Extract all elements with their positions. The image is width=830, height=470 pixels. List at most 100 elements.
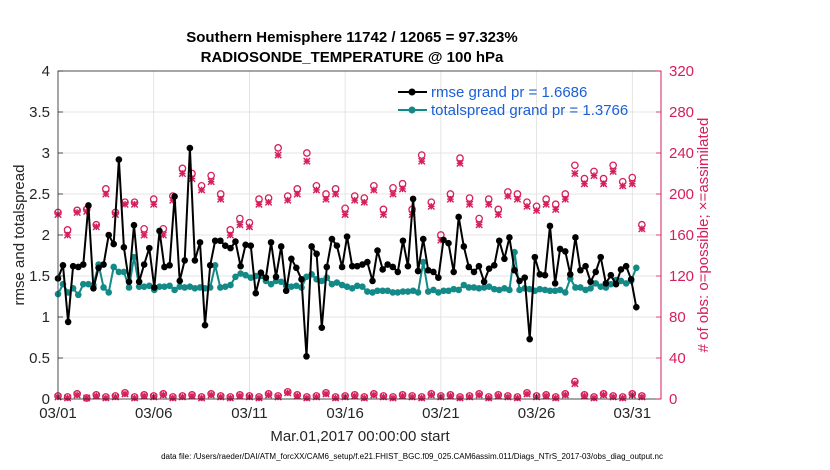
x-tick-label: 03/21 [422,405,460,422]
obs-assimilated-point [236,221,244,229]
obs-assimilated-point [523,202,531,210]
obs-assimilated-low-point [552,394,560,402]
rmse-point [95,264,102,272]
rmse-point [217,237,224,245]
obs-assimilated-point [92,223,100,231]
rmse-point [627,275,635,283]
totalspread-series [54,248,640,299]
totalspread-point [495,286,503,294]
y-tick-label: 4 [42,63,50,80]
rmse-point [546,222,554,230]
y2-tick-label: 200 [669,186,694,203]
totalspread-point [470,284,478,291]
rmse-point [272,273,280,281]
totalspread-point [541,286,549,294]
totalspread-point [115,268,123,276]
totalspread-point [303,273,310,281]
obs-assimilated-point [293,190,301,198]
legend-rmse-label: rmse grand pr = 1.6686 [431,84,587,101]
rmse-point [242,241,249,249]
rmse-point [140,261,148,268]
totalspread-point [217,284,224,291]
rmse-point [267,239,275,246]
rmse-point [120,244,128,251]
rmse-point [445,239,452,247]
totalspread-point [348,285,356,292]
rmse-point [293,264,300,272]
obs-assimilated-point [150,200,158,208]
obs-assimilated-point [178,169,187,178]
obs-assimilated-low-point [226,394,234,402]
totalspread-point [561,289,569,296]
obs-assimilated-low-point [140,392,148,400]
obs-assimilated-low-point [73,391,81,399]
rmse-point [343,233,351,240]
y-tick-label: 2.5 [29,186,50,203]
totalspread-point [74,291,82,299]
rmse-point [328,235,336,243]
x-tick-label: 03/11 [231,405,267,422]
obs-assimilated-low-point [236,392,244,400]
totalspread-point [333,279,341,286]
obs-assimilated-point [456,159,464,167]
totalspread-point [110,263,118,271]
totalspread-point [242,271,249,279]
totalspread-point [288,283,295,290]
rmse-point [85,202,92,209]
totalspread-point [166,282,173,290]
rmse-point [617,266,625,273]
totalspread-point [85,280,92,288]
obs-assimilated-low-point [513,394,522,402]
totalspread-point [318,277,326,285]
y2-tick-label: 0 [669,391,677,408]
obs-assimilated-point [351,196,359,204]
totalspread-point [592,280,600,287]
obs-assimilated-point [130,200,139,208]
rmse-point [622,262,630,270]
y-tick-label: 0.5 [29,350,50,367]
obs-assimilated-low-point [542,392,550,400]
totalspread-point [394,289,402,296]
totalspread-point [353,282,361,290]
totalspread-point [237,270,244,277]
rmse-point [150,284,158,291]
obs-assimilated-point [561,195,569,203]
rmse-point [64,318,72,326]
obs-assimilated-point [379,210,388,219]
obs-possible-point [303,149,311,157]
rmse-point [201,321,209,329]
totalspread-point [79,280,87,288]
rmse-point [323,263,331,271]
rmse-point [100,261,107,268]
obs-assimilated-point [532,206,541,215]
rmse-point [551,280,559,287]
obs-assimilated-point [494,210,502,219]
rmse-point [470,268,478,276]
legend-spread-marker [408,106,416,114]
obs-assimilated-point [341,210,349,219]
obs-assimilated-low-point [370,391,378,399]
rmse-point [191,257,199,264]
totalspread-point [328,280,336,288]
totalspread-point [430,286,437,294]
obs-assimilated-point [398,185,407,193]
totalspread-point [343,283,351,290]
totalspread-point [536,285,544,293]
obs-assimilated-low-point [351,392,359,400]
totalspread-point [480,284,488,291]
obs-assimilated-low-point [197,394,206,402]
obs-assimilated-low-point [169,394,177,402]
rmse-point [516,277,523,285]
rmse-point [460,243,468,250]
obs-assimilated-low-point [418,394,426,402]
rmse-point [511,266,518,274]
rmse-point [59,262,67,269]
totalspread-point [617,277,625,285]
totalspread-point [556,286,564,294]
obs-assimilated-low-point [331,394,340,402]
totalspread-point [490,285,498,293]
rmse-point [222,242,229,249]
totalspread-point [546,287,554,295]
rmse-point [485,265,493,272]
totalspread-point [232,273,239,281]
